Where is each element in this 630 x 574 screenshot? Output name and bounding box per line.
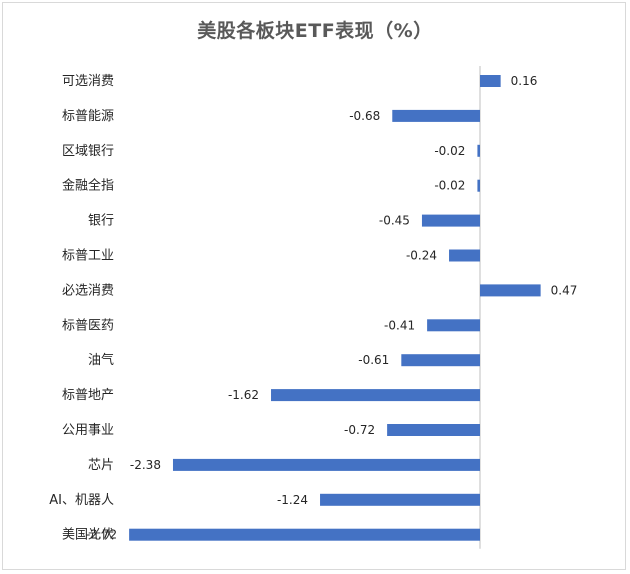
category-label: 油气 bbox=[88, 352, 114, 368]
bar bbox=[387, 424, 480, 436]
data-label: -2.72 bbox=[86, 528, 117, 542]
chart-title: 美股各板块ETF表现（%） bbox=[197, 20, 433, 42]
bar bbox=[427, 319, 480, 332]
category-label: 银行 bbox=[88, 214, 114, 229]
category-label: 公用事业 bbox=[62, 423, 114, 438]
data-label: -0.02 bbox=[434, 144, 465, 158]
data-label: -0.41 bbox=[384, 318, 415, 332]
bar bbox=[320, 493, 480, 506]
data-label: -1.24 bbox=[277, 493, 308, 507]
category-label: 标普医药 bbox=[62, 318, 114, 333]
category-label: 可选消费 bbox=[62, 74, 114, 89]
bar bbox=[172, 458, 481, 471]
bar bbox=[129, 528, 480, 541]
data-label: -0.68 bbox=[349, 109, 380, 123]
category-label: 标普地产 bbox=[62, 388, 114, 403]
bar bbox=[477, 144, 480, 157]
category-label: 美国光伏 bbox=[62, 528, 114, 543]
data-label: -2.38 bbox=[130, 458, 161, 472]
data-label: 0.16 bbox=[511, 74, 538, 88]
category-label: 标普能源 bbox=[62, 109, 114, 124]
category-label: AI、机器人 bbox=[49, 493, 114, 508]
bar bbox=[480, 284, 541, 297]
data-label: -0.45 bbox=[379, 214, 410, 228]
bar bbox=[477, 179, 480, 192]
data-label: -0.72 bbox=[344, 423, 375, 437]
bar bbox=[421, 214, 480, 227]
bar bbox=[480, 75, 501, 87]
category-label: 芯片 bbox=[88, 458, 114, 473]
data-label: -1.62 bbox=[228, 388, 259, 402]
bar bbox=[401, 354, 480, 367]
bar bbox=[271, 389, 480, 402]
bar bbox=[449, 249, 480, 262]
data-label: -0.61 bbox=[358, 353, 389, 367]
category-label: 标普工业 bbox=[62, 249, 114, 264]
data-label: -0.24 bbox=[406, 249, 437, 263]
category-label: 区域银行 bbox=[62, 144, 114, 159]
bar bbox=[392, 109, 480, 122]
category-label: 金融全指 bbox=[62, 178, 114, 194]
data-label: -0.02 bbox=[434, 179, 465, 193]
category-label: 必选消费 bbox=[62, 283, 114, 298]
data-label: 0.47 bbox=[551, 283, 578, 297]
